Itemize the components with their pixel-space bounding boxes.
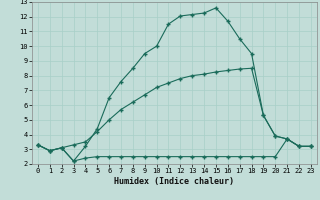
X-axis label: Humidex (Indice chaleur): Humidex (Indice chaleur) bbox=[115, 177, 234, 186]
